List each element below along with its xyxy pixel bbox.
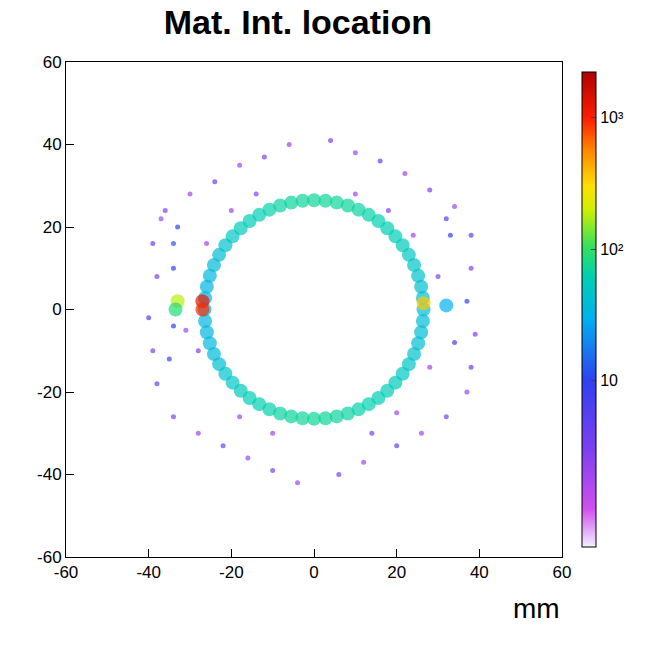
- svg-text:-60: -60: [37, 548, 62, 567]
- svg-text:-20: -20: [219, 563, 244, 582]
- svg-text:-40: -40: [136, 563, 161, 582]
- svg-text:-40: -40: [37, 465, 62, 484]
- svg-text:-60: -60: [54, 563, 79, 582]
- svg-text:10: 10: [600, 372, 618, 389]
- svg-text:60: 60: [553, 563, 572, 582]
- svg-text:0: 0: [52, 300, 61, 319]
- svg-text:-20: -20: [37, 383, 62, 402]
- svg-text:40: 40: [43, 135, 62, 154]
- svg-text:40: 40: [470, 563, 489, 582]
- svg-text:10²: 10²: [600, 241, 624, 258]
- svg-text:Mat. Int. location: Mat. Int. location: [164, 3, 432, 41]
- svg-text:0: 0: [309, 563, 318, 582]
- svg-text:20: 20: [387, 563, 406, 582]
- svg-text:60: 60: [43, 53, 62, 72]
- svg-text:10³: 10³: [600, 109, 624, 126]
- svg-text:20: 20: [43, 218, 62, 237]
- svg-text:mm: mm: [513, 593, 560, 624]
